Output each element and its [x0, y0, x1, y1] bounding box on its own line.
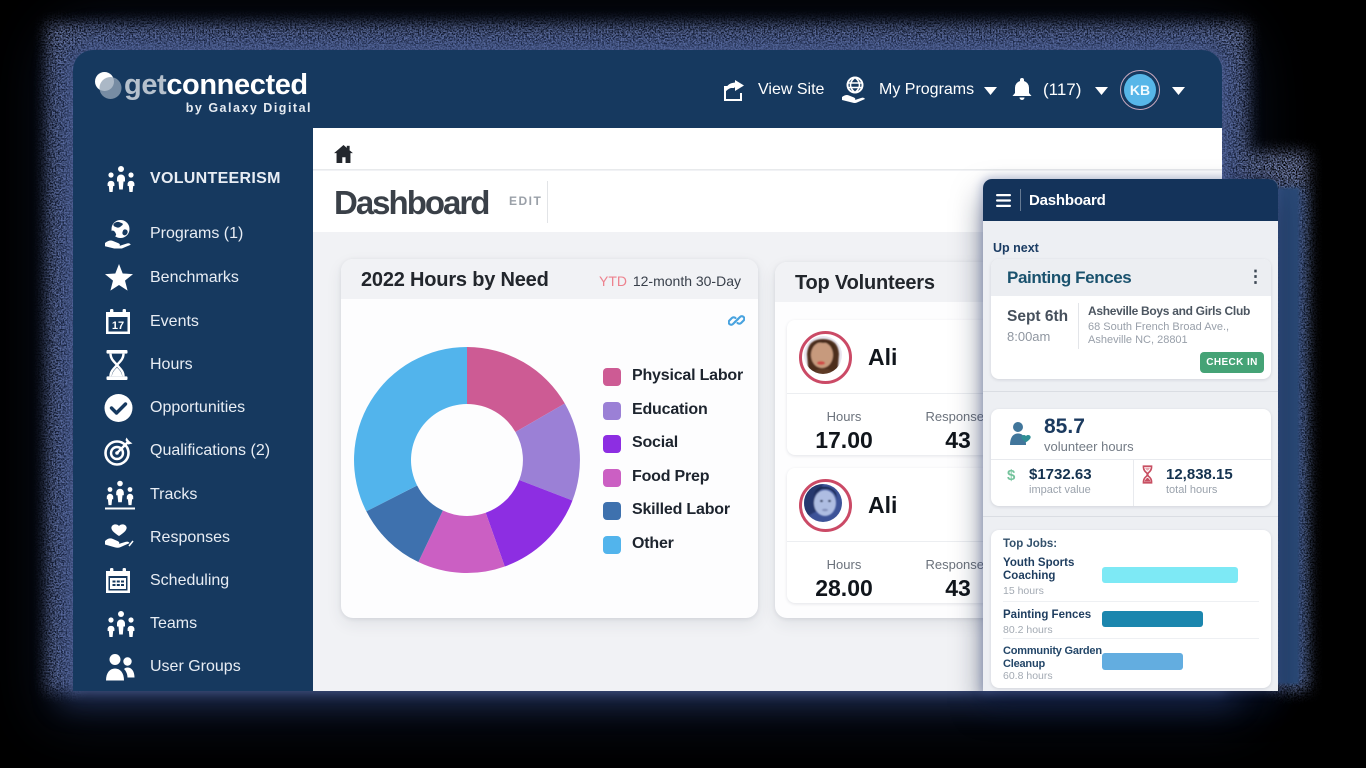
- svg-text:17: 17: [112, 320, 124, 332]
